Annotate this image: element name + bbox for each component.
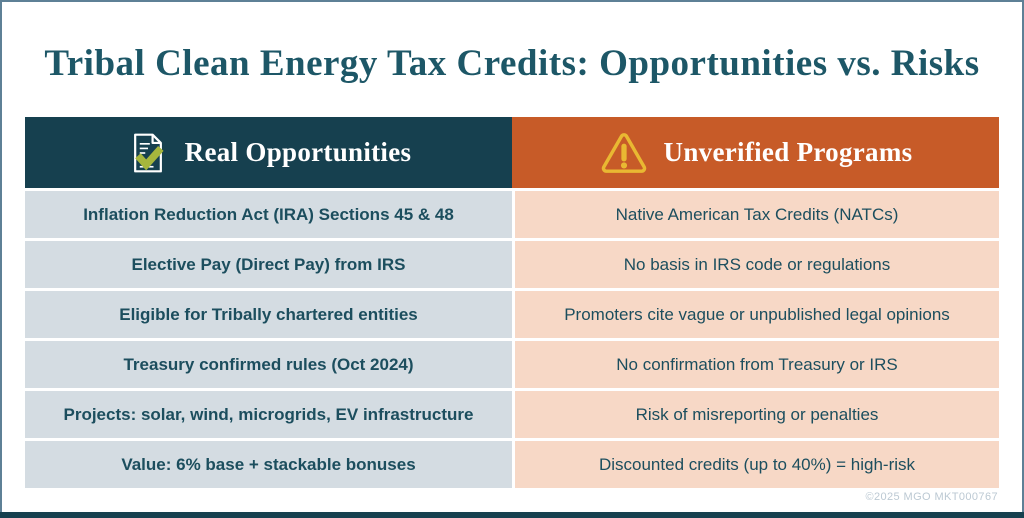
risk-cell: No confirmation from Treasury or IRS <box>512 341 999 388</box>
opportunity-cell: Inflation Reduction Act (IRA) Sections 4… <box>25 191 512 238</box>
table-header-row: Real Opportunities Unverified Programs <box>25 117 999 188</box>
table-row: Inflation Reduction Act (IRA) Sections 4… <box>25 191 999 238</box>
column-header-real-opportunities: Real Opportunities <box>25 117 512 188</box>
opportunity-cell: Eligible for Tribally chartered entities <box>25 291 512 338</box>
risk-cell: Risk of misreporting or penalties <box>512 391 999 438</box>
warning-triangle-icon <box>599 130 649 176</box>
table-row: Eligible for Tribally chartered entities… <box>25 291 999 338</box>
copyright-credit: ©2025 MGO MKT000767 <box>865 491 998 503</box>
risk-cell: Native American Tax Credits (NATCs) <box>512 191 999 238</box>
comparison-table: Real Opportunities Unverified Programs I… <box>25 117 999 488</box>
bottom-accent-bar <box>0 512 1024 518</box>
table-row: Projects: solar, wind, microgrids, EV in… <box>25 391 999 438</box>
table-row: Elective Pay (Direct Pay) from IRS No ba… <box>25 241 999 288</box>
table-body: Inflation Reduction Act (IRA) Sections 4… <box>25 191 999 488</box>
column-header-label: Real Opportunities <box>184 137 412 167</box>
page-title: Tribal Clean Energy Tax Credits: Opportu… <box>44 43 980 84</box>
opportunity-cell: Projects: solar, wind, microgrids, EV in… <box>25 391 512 438</box>
table-row: Treasury confirmed rules (Oct 2024) No c… <box>25 341 999 388</box>
column-header-label: Unverified Programs <box>663 137 913 167</box>
opportunity-cell: Value: 6% base + stackable bonuses <box>25 441 512 488</box>
opportunity-cell: Elective Pay (Direct Pay) from IRS <box>25 241 512 288</box>
risk-cell: Promoters cite vague or unpublished lega… <box>512 291 999 338</box>
risk-cell: Discounted credits (up to 40%) = high-ri… <box>512 441 999 488</box>
opportunity-cell: Treasury confirmed rules (Oct 2024) <box>25 341 512 388</box>
document-check-icon <box>126 131 170 175</box>
table-row: Value: 6% base + stackable bonuses Disco… <box>25 441 999 488</box>
risk-cell: No basis in IRS code or regulations <box>512 241 999 288</box>
column-header-unverified-programs: Unverified Programs <box>512 117 999 188</box>
